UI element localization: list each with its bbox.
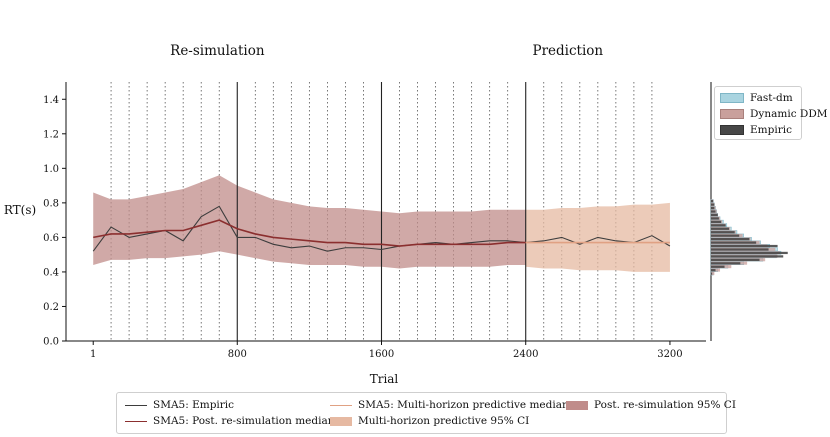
histogram-bar [711, 224, 726, 227]
legend-item-sma5-post-median: SMA5: Post. re-simulation median [125, 415, 334, 427]
resimulation-ci-band [93, 175, 526, 269]
legend-bottom: SMA5: Empiric SMA5: Post. re-simulation … [116, 392, 736, 434]
histogram-bar [711, 213, 718, 217]
histogram-bar [711, 248, 769, 251]
legend-label: SMA5: Empiric [153, 399, 235, 411]
legend-swatch [720, 125, 744, 135]
legend-label: SMA5: Multi-horizon predictive median [358, 399, 569, 411]
x-tick-label: 2400 [513, 349, 538, 360]
y-tick-label: 0.6 [43, 233, 59, 244]
histogram-bar [711, 255, 784, 258]
histogram-bar [711, 234, 740, 237]
y-tick-label: 1.0 [43, 164, 59, 175]
legend-swatch [720, 109, 744, 119]
y-tick-label: 0.2 [43, 302, 59, 313]
lines [92, 205, 671, 252]
legend-swatch [566, 400, 588, 410]
legend-item-dynamic-ddm: Dynamic DDM [720, 108, 828, 120]
y-axis-label: RT(s) [4, 203, 36, 217]
histogram-bar [711, 271, 715, 276]
legend-swatch [330, 404, 352, 406]
marginal-histogram [710, 82, 788, 341]
legend-label: Empiric [750, 124, 792, 136]
legend-right: Fast-dm Dynamic DDM Empiric [714, 86, 828, 140]
histogram-bar [711, 210, 716, 213]
legend-label: SMA5: Post. re-simulation median [153, 415, 335, 427]
histogram-bar [711, 258, 760, 261]
x-tick-label: 1 [90, 349, 96, 360]
section-title-prediction: Prediction [533, 43, 604, 59]
y-tick-label: 0.4 [43, 267, 59, 278]
resimulation-median-line [93, 219, 526, 247]
x-tick-label: 3200 [657, 349, 682, 360]
histogram-bar [711, 262, 741, 265]
legend-swatch [125, 420, 147, 422]
section-title-resimulation: Re-simulation [170, 43, 265, 59]
histogram-bar [711, 203, 715, 206]
legend-item-sma5-empiric: SMA5: Empiric [125, 399, 234, 411]
legend-swatch [720, 93, 744, 103]
plot-area: 0.0 0.2 0.4 0.6 0.8 1.0 1.2 1.4 1 800 1600 2400 3200 [43, 82, 706, 360]
histogram-bar [711, 272, 713, 275]
legend-item-fast-dm: Fast-dm [720, 92, 793, 104]
histogram-bar [711, 227, 730, 230]
y-tick-label: 1.4 [43, 95, 59, 106]
y-tick-label: 0.0 [43, 337, 59, 348]
legend-label: Post. re-simulation 95% CI [594, 399, 736, 411]
x-tick-label: 800 [228, 349, 247, 360]
histogram-bar [711, 217, 719, 220]
histogram-bar [711, 265, 725, 268]
histogram-bar [711, 238, 750, 241]
legend-label: Dynamic DDM [750, 108, 828, 120]
legend-item-empiric: Empiric [720, 124, 792, 136]
y-tick-label: 0.8 [43, 198, 59, 209]
histogram-bar [711, 241, 757, 244]
x-axis-label: Trial [370, 372, 399, 386]
legend-item-post-ci: Post. re-simulation 95% CI [566, 399, 736, 411]
legend-label: Fast-dm [750, 92, 793, 104]
histogram-bar [711, 244, 778, 248]
histogram-bar [711, 220, 722, 223]
legend-label: Multi-horizon predictive 95% CI [358, 415, 530, 427]
x-tick-label: 1600 [369, 349, 394, 360]
legend-item-sma5-predictive-median: SMA5: Multi-horizon predictive median [330, 399, 569, 411]
legend-item-predictive-ci: Multi-horizon predictive 95% CI [330, 415, 529, 427]
histogram-bar [711, 269, 716, 272]
legend-swatch [125, 404, 147, 406]
histogram-bar [711, 206, 715, 210]
histogram-bar [711, 251, 788, 255]
y-tick-label: 1.2 [43, 129, 59, 140]
histogram-bar [711, 231, 735, 234]
histogram-bar [711, 200, 714, 203]
legend-swatch [330, 416, 352, 426]
